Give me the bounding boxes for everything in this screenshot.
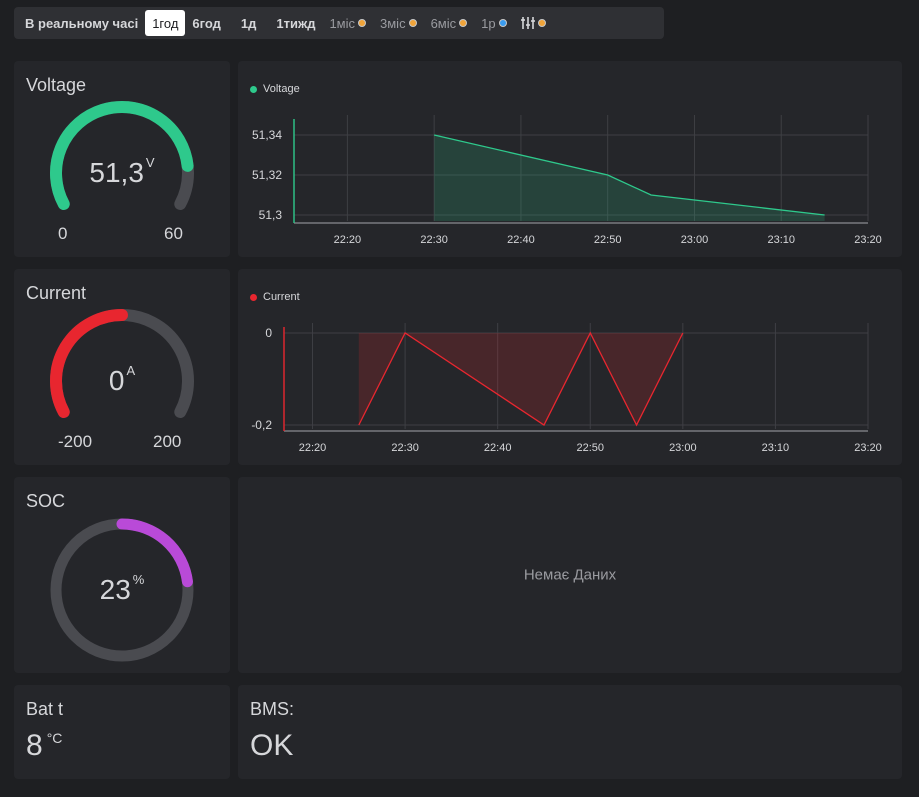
voltage-unit: V xyxy=(145,155,155,170)
current-legend: Current xyxy=(250,291,300,303)
y-tick-label: -0,2 xyxy=(251,418,272,432)
custom-range-button[interactable] xyxy=(514,10,553,36)
time-range-toolbar: В реальному часі 1год 6год 1д 1тижд 1міс… xyxy=(14,7,664,39)
current-gauge xyxy=(50,309,194,418)
sliders-icon xyxy=(520,16,535,30)
bat-temp-card: Bat t 8 °C xyxy=(14,685,230,779)
no-data-message: Немає Даних xyxy=(523,566,617,584)
soc-value-text: 23 xyxy=(99,574,131,605)
current-min: -200 xyxy=(58,432,93,451)
voltage-value: 51,3 V xyxy=(72,155,172,189)
x-tick-label: 22:20 xyxy=(299,442,327,454)
gauge-fill xyxy=(50,309,128,418)
voltage-max: 60 xyxy=(164,224,183,243)
range-1y-button[interactable]: 1р xyxy=(474,10,513,36)
soc-title: SOC xyxy=(26,491,66,511)
current-unit: A xyxy=(126,363,136,378)
premium-dot-icon xyxy=(358,19,367,27)
x-tick-label: 23:10 xyxy=(762,442,790,454)
voltage-legend: Voltage xyxy=(250,83,300,95)
series-line xyxy=(358,331,684,427)
x-tick-label: 22:50 xyxy=(576,442,604,454)
voltage-title: Voltage xyxy=(26,75,87,95)
voltage-value-text: 51,3 xyxy=(89,157,144,188)
voltage-chart-card: Voltage 22:20 22:30 22:40 22:50 23:00 23:10 23… xyxy=(238,61,902,257)
voltage-chart: 22:20 22:30 22:40 22:50 23:00 23:10 23:20 51,34… xyxy=(252,115,882,246)
bat-temp-value-text: 8 xyxy=(26,729,43,762)
legend-label: Voltage xyxy=(263,83,300,95)
y-tick-label: 51,32 xyxy=(252,168,282,182)
bat-temp-title: Bat t xyxy=(26,699,64,719)
bms-value: OK xyxy=(250,729,294,762)
bat-temp-value: 8 °C xyxy=(26,729,62,763)
bat-temp-unit: °C xyxy=(46,730,63,746)
current-chart-card: Current 22:20 22:30 22:40 22:50 23:00 23:10 23… xyxy=(238,269,902,465)
range-3m-button[interactable]: 3міс xyxy=(373,10,424,36)
x-tick-label: 22:50 xyxy=(594,234,622,246)
x-tick-label: 22:30 xyxy=(420,234,448,246)
range-realtime-button[interactable]: В реальному часі xyxy=(25,15,139,31)
range-1w-button[interactable]: 1тижд xyxy=(276,15,316,31)
y-tick-label: 51,3 xyxy=(259,208,283,222)
premium-dot-icon xyxy=(408,19,417,27)
range-1h-button[interactable]: 1год xyxy=(145,10,186,36)
voltage-min: 0 xyxy=(58,224,68,243)
x-tick-label: 23:00 xyxy=(669,442,697,454)
soc-value: 23% xyxy=(72,572,172,606)
series-line xyxy=(434,134,825,216)
range-1m-button[interactable]: 1міс xyxy=(322,10,373,36)
bms-title: BMS: xyxy=(250,699,295,719)
current-chart: 22:20 22:30 22:40 22:50 23:00 23:10 23:20 0 -0,2 xyxy=(251,323,882,454)
range-1y-label: 1р xyxy=(481,15,496,31)
range-6m-button[interactable]: 6міс xyxy=(424,10,475,36)
x-tick-label: 22:30 xyxy=(391,442,419,454)
range-6h-button[interactable]: 6год xyxy=(192,15,221,31)
y-tick-label: 0 xyxy=(265,326,272,340)
range-6m-label: 6міс xyxy=(430,15,457,31)
voltage-gauge xyxy=(50,101,194,210)
range-1m-label: 1міс xyxy=(329,15,356,31)
gauge-fill xyxy=(50,101,194,210)
x-tick-label: 23:10 xyxy=(767,234,795,246)
series-area xyxy=(434,135,825,221)
x-tick-label: 23:20 xyxy=(854,442,882,454)
x-tick-label: 22:40 xyxy=(507,234,535,246)
x-tick-label: 23:00 xyxy=(681,234,709,246)
range-3m-label: 3міс xyxy=(380,15,406,31)
legend-label: Current xyxy=(263,291,300,303)
soc-gauge xyxy=(50,518,194,662)
voltage-gauge-card: Voltage 51,3 V 0 60 xyxy=(14,61,230,257)
bms-card: BMS: OK xyxy=(238,685,902,779)
range-1d-button[interactable]: 1д xyxy=(240,15,257,31)
x-tick-label: 22:40 xyxy=(484,442,512,454)
current-max: 200 xyxy=(153,432,182,451)
premium-dot-icon xyxy=(537,19,546,27)
legend-dot-icon xyxy=(250,293,257,301)
soc-gauge-card: SOC 23% xyxy=(14,477,230,673)
series-area xyxy=(358,333,683,425)
current-value-text: 0 xyxy=(108,365,125,396)
current-title: Current xyxy=(26,283,87,303)
info-dot-icon xyxy=(498,19,507,27)
soc-chart-card: Немає Даних xyxy=(238,477,902,673)
x-tick-label: 22:20 xyxy=(334,234,362,246)
x-tick-label: 23:20 xyxy=(854,234,882,246)
y-tick-label: 51,34 xyxy=(252,128,282,142)
premium-dot-icon xyxy=(459,19,468,27)
gauge-fill xyxy=(116,518,193,588)
soc-unit: % xyxy=(132,572,145,587)
legend-dot-icon xyxy=(250,85,257,93)
